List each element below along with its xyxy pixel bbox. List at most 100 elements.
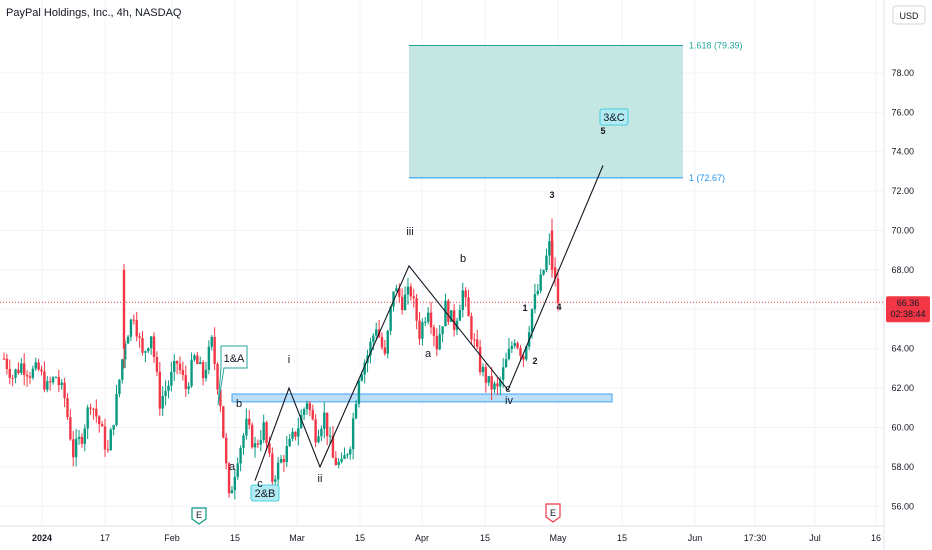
- candle-body: [115, 394, 118, 426]
- candle-body: [227, 463, 231, 494]
- candle-body: [297, 428, 300, 437]
- candle-body: [294, 431, 297, 437]
- x-tick-label: 15: [617, 533, 627, 543]
- candle-body: [452, 310, 456, 330]
- candle-body: [48, 381, 52, 383]
- candle-body: [510, 345, 514, 349]
- x-tick-label: 15: [480, 533, 490, 543]
- candle-body: [282, 459, 286, 463]
- y-tick-label: 62.00: [891, 383, 914, 393]
- candle-body: [259, 440, 263, 445]
- candle-body: [201, 362, 205, 379]
- candle-body: [487, 376, 490, 383]
- candle-body: [121, 359, 124, 380]
- candle-body: [499, 379, 502, 387]
- y-tick-label: 58.00: [891, 462, 914, 472]
- candle-body: [265, 422, 268, 444]
- currency-box[interactable]: [892, 5, 926, 25]
- candle-body: [323, 412, 326, 429]
- x-tick-label: Jul: [809, 533, 821, 543]
- candle-body: [138, 336, 141, 338]
- candle-body: [204, 369, 208, 379]
- candle-body: [349, 449, 352, 455]
- candle-body: [89, 407, 92, 409]
- candle-body: [490, 376, 493, 390]
- candle-body: [340, 458, 343, 462]
- candle-body: [274, 479, 277, 482]
- wave-label-i: i: [288, 354, 290, 366]
- time-axis[interactable]: 2024 17 Feb 15 Mar 15 Apr 15 May 15 Jun 17:30 Jul 16 E…: [0, 503, 884, 543]
- last-price-tag[interactable]: [886, 296, 930, 323]
- candle-body: [476, 339, 479, 347]
- wave-label-a2: a: [425, 348, 432, 360]
- earnings-marker-upcoming-shape[interactable]: [545, 503, 561, 523]
- candle-body: [80, 436, 84, 444]
- candle-body: [412, 296, 415, 299]
- candle-body: [178, 363, 182, 371]
- candle-body: [51, 377, 55, 383]
- candle-body: [354, 403, 358, 419]
- wave-label-a: a: [229, 461, 236, 473]
- candle-body: [196, 355, 199, 364]
- candle-body: [109, 429, 112, 451]
- candle-body: [219, 389, 222, 407]
- candle-body: [187, 386, 190, 390]
- candle-body: [74, 438, 78, 458]
- y-tick-label: 68.00: [891, 265, 914, 275]
- wave-label-3: 3: [549, 190, 554, 200]
- candle-body: [360, 374, 363, 381]
- candle-body: [305, 403, 309, 410]
- candle-body: [11, 377, 14, 379]
- candle-body: [513, 343, 516, 346]
- candle-body: [122, 269, 126, 349]
- candlestick-series: [2, 218, 560, 500]
- candle-body: [248, 418, 251, 425]
- candle-body: [2, 358, 6, 360]
- candle-body: [8, 368, 11, 378]
- candle-body: [22, 363, 26, 376]
- candle-body: [152, 336, 156, 357]
- candle-body: [426, 312, 430, 322]
- candle-body: [351, 418, 355, 450]
- candle-body: [525, 346, 528, 360]
- fib-target-zone: [409, 45, 683, 178]
- y-tick-label: 64.00: [891, 344, 914, 354]
- candle-body: [54, 377, 58, 379]
- candle-body: [285, 445, 288, 463]
- candle-body: [470, 316, 473, 340]
- candle-body: [262, 422, 265, 441]
- candle-body: [37, 362, 40, 370]
- candle-body: [271, 453, 274, 482]
- chart-title: PayPal Holdings, Inc., 4h, NASDAQ: [6, 7, 182, 19]
- candle-body: [28, 376, 32, 378]
- candle-body: [516, 343, 519, 349]
- candle-body: [155, 356, 159, 372]
- currency-label: USD: [899, 11, 919, 21]
- last-price-value: 66.36: [897, 298, 920, 308]
- candle-body: [161, 395, 164, 409]
- candle-body: [493, 383, 496, 390]
- candle-body: [548, 241, 551, 256]
- candle-body: [403, 294, 407, 310]
- candle-body: [450, 310, 453, 322]
- candle-body: [256, 443, 260, 445]
- price-axis[interactable]: 56.0058.0060.0062.0064.0066.0068.0070.00…: [883, 0, 930, 550]
- candle-body: [17, 369, 20, 374]
- candle-body: [418, 320, 421, 339]
- x-tick-label: Jun: [688, 533, 703, 543]
- wave-label-4: 4: [556, 302, 561, 312]
- candle-body: [539, 274, 542, 291]
- candle-body: [46, 381, 49, 390]
- candle-body: [392, 291, 395, 307]
- candle-body: [519, 348, 522, 356]
- earnings-marker-shape[interactable]: [191, 507, 207, 525]
- candle-body: [406, 286, 410, 295]
- wave-label-ii: ii: [318, 473, 323, 485]
- wave-label-1: 1: [522, 303, 527, 313]
- bar-countdown: 02:38:44: [890, 309, 925, 319]
- candle-body: [222, 406, 225, 438]
- candle-body: [288, 438, 291, 446]
- candle-body: [464, 290, 467, 298]
- candle-body: [542, 270, 545, 275]
